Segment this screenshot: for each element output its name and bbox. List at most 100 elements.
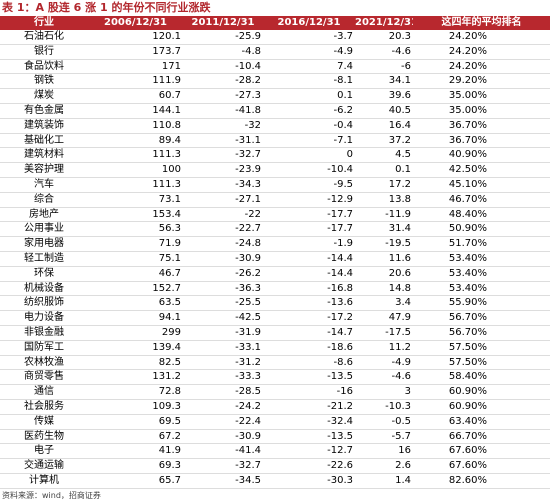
- table-row: 国防军工 139.4 -33.1 -18.6 11.2 57.50%: [0, 340, 550, 356]
- table-cell: -4.8: [183, 44, 263, 60]
- table-cell: -0.5: [355, 414, 413, 430]
- table-cell: 4.5: [355, 147, 413, 164]
- table-cell: -9.5: [263, 177, 355, 193]
- table-cell: 65.7: [88, 473, 183, 489]
- table-cell: 53.40%: [413, 281, 550, 297]
- table-cell: 35.00%: [413, 88, 550, 104]
- table-cell: 基础化工: [0, 133, 88, 149]
- table-row: 社会服务 109.3 -24.2 -21.2 -10.3 60.90%: [0, 399, 550, 415]
- table-cell: -10.4: [263, 162, 355, 178]
- table-row: 传媒 69.5 -22.4 -32.4 -0.5 63.40%: [0, 414, 550, 430]
- table-cell: 家用电器: [0, 236, 88, 252]
- table-cell: 16: [355, 443, 413, 460]
- table-row: 石油石化 120.1 -25.9 -3.7 20.3 24.20%: [0, 30, 550, 45]
- table-cell: 40.90%: [413, 147, 550, 164]
- table-row: 商贸零售 131.2 -33.3 -13.5 -4.6 58.40%: [0, 369, 550, 386]
- table-cell: -28.5: [183, 384, 263, 400]
- table-cell: 7.4: [263, 59, 355, 75]
- table-cell: 医药生物: [0, 429, 88, 445]
- table-cell: 社会服务: [0, 399, 88, 415]
- table-cell: 农林牧渔: [0, 355, 88, 371]
- table-cell: -24.8: [183, 236, 263, 252]
- table-cell: -4.6: [355, 369, 413, 386]
- table-cell: 31.4: [355, 221, 413, 238]
- table-cell: -10.3: [355, 399, 413, 415]
- table-cell: 73.1: [88, 192, 183, 208]
- table-cell: -24.2: [183, 399, 263, 415]
- table-cell: 1.4: [355, 473, 413, 489]
- table-cell: 69.3: [88, 458, 183, 474]
- table-cell: -30.3: [263, 473, 355, 489]
- table-cell: 34.1: [355, 73, 413, 90]
- table-cell: 55.90%: [413, 295, 550, 312]
- table-cell: -31.2: [183, 355, 263, 371]
- table-cell: 39.6: [355, 88, 413, 104]
- table-cell: -10.4: [183, 59, 263, 75]
- table-cell: -19.5: [355, 236, 413, 252]
- table-cell: -34.3: [183, 177, 263, 193]
- table-cell: 48.40%: [413, 207, 550, 223]
- table-cell: 0: [263, 147, 355, 164]
- table-cell: 29.20%: [413, 73, 550, 90]
- table-cell: -22: [183, 207, 263, 223]
- table-row: 农林牧渔 82.5 -31.2 -8.6 -4.9 57.50%: [0, 355, 550, 371]
- table-cell: -27.3: [183, 88, 263, 104]
- table-cell: 109.3: [88, 399, 183, 415]
- table-cell: 房地产: [0, 207, 88, 223]
- table-cell: -14.4: [263, 266, 355, 282]
- table-cell: 11.2: [355, 340, 413, 356]
- table-cell: 13.8: [355, 192, 413, 208]
- table-cell: 24.20%: [413, 59, 550, 75]
- header-row: 行业 2006/12/31 2011/12/31 2016/12/31 2021/12/…: [0, 16, 550, 30]
- table-cell: -22.7: [183, 221, 263, 238]
- table-cell: -25.5: [183, 295, 263, 312]
- table-cell: 67.60%: [413, 458, 550, 474]
- table-cell: -22.4: [183, 414, 263, 430]
- table-cell: -4.6: [355, 44, 413, 60]
- table-row: 轻工制造 75.1 -30.9 -14.4 11.6 53.40%: [0, 251, 550, 267]
- table-cell: 36.70%: [413, 133, 550, 149]
- table-cell: 电力设备: [0, 310, 88, 326]
- table-cell: -4.9: [355, 355, 413, 371]
- table-row: 建筑装饰 110.8 -32 -0.4 16.4 36.70%: [0, 118, 550, 134]
- table-row: 综合 73.1 -27.1 -12.9 13.8 46.70%: [0, 192, 550, 208]
- table-cell: 171: [88, 59, 183, 75]
- column-header: 行业: [0, 16, 88, 30]
- table-cell: -1.9: [263, 236, 355, 252]
- table-cell: 69.5: [88, 414, 183, 430]
- table-title: 表 1：A 股连 6 涨 1 的年份不同行业涨跌: [2, 1, 211, 14]
- table-cell: -17.2: [263, 310, 355, 326]
- table-cell: 51.70%: [413, 236, 550, 252]
- table-cell: 公用事业: [0, 221, 88, 238]
- table-cell: 36.70%: [413, 118, 550, 134]
- source-note: 资料来源：wind，招商证券: [2, 490, 101, 500]
- table-cell: -6: [355, 59, 413, 75]
- table-cell: -12.7: [263, 443, 355, 460]
- table-cell: 56.3: [88, 221, 183, 238]
- table-row: 通信 72.8 -28.5 -16 3 60.90%: [0, 384, 550, 400]
- table-row: 纺织服饰 63.5 -25.5 -13.6 3.4 55.90%: [0, 295, 550, 312]
- table-row: 电力设备 94.1 -42.5 -17.2 47.9 56.70%: [0, 310, 550, 326]
- table-cell: -33.1: [183, 340, 263, 356]
- table-row: 电子 41.9 -41.4 -12.7 16 67.60%: [0, 443, 550, 460]
- table-cell: 46.70%: [413, 192, 550, 208]
- table-cell: -31.1: [183, 133, 263, 149]
- table-cell: 60.90%: [413, 399, 550, 415]
- table-cell: 20.3: [355, 30, 413, 45]
- table-row: 房地产 153.4 -22 -17.7 -11.9 48.40%: [0, 207, 550, 223]
- table-cell: 173.7: [88, 44, 183, 60]
- table-cell: 53.40%: [413, 266, 550, 282]
- table-cell: -32: [183, 118, 263, 134]
- table-row: 美容护理 100 -23.9 -10.4 0.1 42.50%: [0, 162, 550, 178]
- table-cell: 60.7: [88, 88, 183, 104]
- table-cell: 50.90%: [413, 221, 550, 238]
- table-cell: 0.1: [355, 162, 413, 178]
- table-cell: 42.50%: [413, 162, 550, 178]
- table-cell: -17.5: [355, 325, 413, 341]
- table-cell: -14.4: [263, 251, 355, 267]
- table-cell: 建筑材料: [0, 147, 88, 164]
- table-cell: 35.00%: [413, 103, 550, 119]
- table-cell: -36.3: [183, 281, 263, 297]
- column-header: 2006/12/31: [88, 16, 183, 30]
- table-cell: -13.5: [263, 369, 355, 386]
